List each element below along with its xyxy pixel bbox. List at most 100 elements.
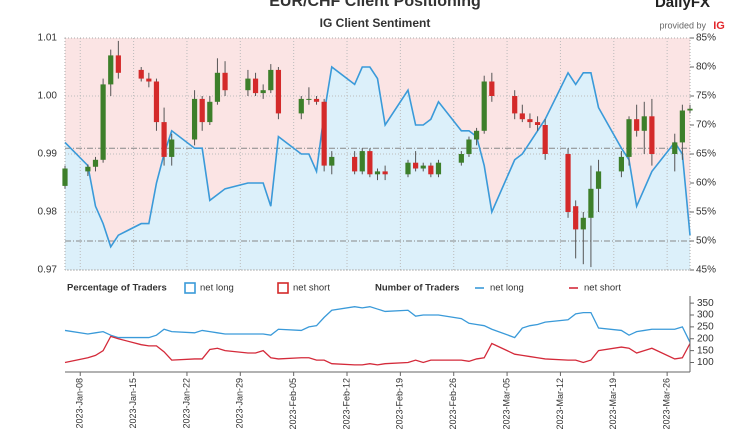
x-tick-label: 2023-Mar-12 (555, 378, 565, 430)
legend-label: net long (200, 283, 234, 294)
y-tick-label: 250 (697, 322, 714, 333)
trader-count-line (64, 335, 691, 366)
candle-body (489, 81, 495, 96)
candle-body (222, 72, 228, 91)
candle-body (519, 113, 525, 120)
x-tick-label: 2023-Mar-26 (662, 378, 672, 430)
candle-body (595, 171, 602, 189)
y2-tick-label: 50% (696, 236, 716, 247)
candle-body (268, 69, 274, 91)
x-tick-label: 2023-Jan-29 (235, 378, 245, 429)
y-tick-label: 300 (697, 310, 714, 321)
candle-body (473, 130, 480, 140)
provided-by: provided by (659, 20, 706, 30)
x-tick-label: 2023-Feb-05 (288, 378, 298, 430)
candle-body (573, 206, 579, 230)
candle-body (687, 108, 693, 111)
legend-swatch (184, 282, 196, 294)
y2-tick-label: 85% (696, 33, 716, 44)
candle-body (214, 72, 221, 102)
candle-body (169, 139, 175, 157)
candle-body (374, 171, 381, 175)
y-tick-label: 100 (697, 357, 714, 368)
candle-body (85, 166, 91, 172)
candle-body (634, 119, 640, 131)
x-tick-label: 2023-Jan-22 (181, 378, 191, 429)
candle-body (252, 78, 259, 94)
candle-body (298, 98, 304, 114)
candle-body (405, 162, 411, 175)
candle-body (207, 101, 213, 123)
brand-mark: IG (713, 20, 725, 32)
candle-body (428, 165, 434, 175)
y-tick-label: 350 (697, 298, 714, 309)
y-tick-label: 0.99 (38, 149, 58, 160)
y2-tick-label: 55% (696, 207, 716, 218)
candle-body (527, 119, 533, 123)
chart-title: IG Client Sentiment (320, 16, 431, 30)
candle-body (580, 217, 586, 230)
brand: DailyFX (655, 0, 710, 11)
x-tick-label: 2023-Feb-26 (448, 378, 458, 430)
y2-tick-label: 65% (696, 149, 716, 160)
candle-body (641, 116, 647, 131)
y-tick-label: 1.01 (38, 33, 58, 44)
candle-body (481, 81, 487, 131)
candle-body (542, 125, 548, 154)
candle-body (679, 110, 685, 143)
x-tick-label: 2023-Feb-12 (341, 378, 351, 430)
y2-tick-label: 45% (696, 265, 716, 276)
candle-body (435, 162, 442, 175)
candle-body (260, 90, 266, 94)
candle-body (420, 165, 426, 169)
candle-body (153, 81, 160, 123)
candle-body (245, 78, 251, 91)
candle-body (626, 119, 632, 157)
candle-body (313, 98, 320, 102)
legend-title: Percentage of Traders (67, 283, 167, 294)
candle-body (92, 159, 99, 167)
candle-body (199, 98, 205, 123)
legend-title: Number of Traders (375, 283, 459, 294)
legend-label: net long (490, 283, 524, 294)
candle-body (382, 171, 388, 175)
y2-tick-label: 75% (696, 91, 716, 102)
y-tick-label: 0.97 (38, 265, 58, 276)
legend-label: net short (584, 283, 621, 294)
y-tick-label: 150 (697, 345, 714, 356)
candle-body (146, 78, 152, 82)
candle-body (458, 154, 464, 163)
candle-body (191, 98, 198, 140)
candle-body (329, 156, 335, 166)
candle-body (138, 69, 144, 79)
candle-body (306, 98, 312, 100)
legend-swatch (277, 282, 289, 294)
candle-body (649, 116, 655, 154)
x-tick-label: 2023-Jan-08 (75, 378, 85, 429)
x-tick-label: 2023-Mar-19 (608, 378, 618, 430)
candle-body (534, 122, 541, 125)
candle-body (367, 151, 373, 175)
candle-body (672, 142, 678, 154)
trader-count-line (64, 306, 691, 343)
candle-body (618, 156, 625, 172)
page-title: EUR/CHF Client Positioning (269, 0, 481, 10)
y2-tick-label: 80% (696, 62, 716, 73)
y-tick-label: 0.98 (38, 207, 58, 218)
candle-body (359, 151, 365, 172)
candle-body (108, 55, 114, 85)
x-tick-label: 2023-Feb-19 (395, 378, 405, 430)
y-tick-label: 200 (697, 333, 714, 344)
y-tick-label: 1.00 (38, 91, 58, 102)
candle-body (466, 139, 472, 154)
candle-body (62, 168, 68, 186)
x-tick-label: 2023-Jan-15 (128, 378, 138, 429)
candle-body (161, 122, 167, 157)
candle-body (588, 188, 594, 218)
y2-tick-label: 60% (696, 178, 716, 189)
candle-body (115, 55, 121, 73)
x-tick-label: 2023-Mar-05 (501, 378, 511, 430)
y2-tick-label: 70% (696, 120, 716, 131)
candle-body (565, 154, 571, 212)
